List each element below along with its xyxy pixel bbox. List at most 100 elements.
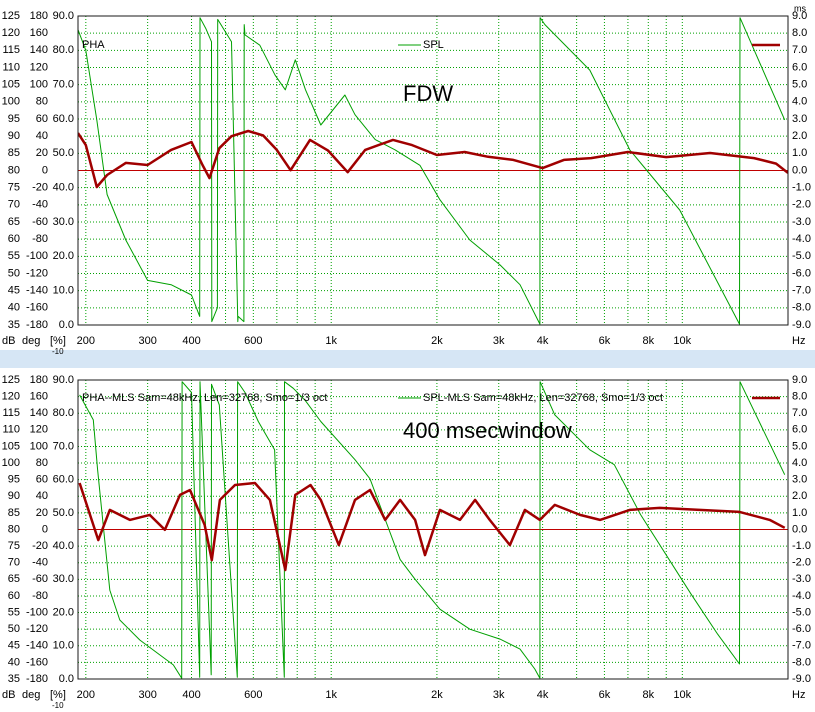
annotation: FDW (403, 81, 453, 106)
ms-tick-label: 3.0 (792, 113, 807, 125)
deg-tick-label: 40 (36, 130, 48, 142)
ms-tick-label: -5.0 (792, 250, 811, 262)
deg-tick-label: 20 (36, 147, 48, 159)
separator (0, 350, 815, 368)
db-tick-label: 110 (2, 61, 20, 73)
plot-frame (77, 15, 789, 326)
deg-tick-label: 60 (36, 113, 48, 125)
ms-tick-label: 8.0 (792, 391, 807, 403)
pct-tick-label: 60.0 (53, 474, 74, 486)
pct-tick-label: 70.0 (53, 79, 74, 91)
x-tick-label: 8k (642, 335, 654, 347)
deg-tick-label: -60 (32, 216, 48, 228)
pct-tick-label: 80.0 (53, 44, 74, 56)
db-tick-label: 120 (2, 391, 20, 403)
ms-tick-label: -3.0 (792, 216, 811, 228)
pct-tick-label: 90.0 (53, 374, 74, 386)
deg-tick-label: -140 (26, 640, 48, 652)
x-tick-label: 1k (325, 335, 337, 347)
ms-tick-label: -4.0 (792, 233, 811, 245)
x-tick-label: 3k (493, 689, 505, 701)
x-tick-label: 2k (431, 335, 443, 347)
x-tick-label: 600 (244, 335, 262, 347)
ms-tick-label: -5.0 (792, 606, 811, 618)
db-tick-label: 125 (2, 10, 20, 22)
pct-tick-label: 50.0 (53, 147, 74, 159)
x-tick-label: 1k (325, 689, 337, 701)
ms-tick-label: 5.0 (792, 79, 807, 91)
deg-tick-label: -160 (26, 656, 48, 668)
deg-tick-label: -80 (32, 233, 48, 245)
db-tick-label: 75 (8, 540, 20, 552)
deg-tick-label: 60 (36, 474, 48, 486)
db-tick-label: 75 (8, 182, 20, 194)
deg-tick-label: -180 (26, 319, 48, 331)
db-tick-label: 50 (8, 623, 20, 635)
ms-tick-label: 0.0 (792, 523, 807, 535)
pct-tick-label: 30.0 (53, 573, 74, 585)
deg-tick-label: 0 (42, 164, 48, 176)
db-tick-label: 70 (8, 199, 20, 211)
db-tick-label: 35 (8, 319, 20, 331)
db-tick-label: 90 (8, 130, 20, 142)
x-tick-label: 200 (77, 335, 95, 347)
x-tick-label: 400 (182, 689, 200, 701)
ms-tick-label: -8.0 (792, 656, 811, 668)
db-tick-label: 35 (8, 673, 20, 685)
ms-tick-label: -2.0 (792, 199, 811, 211)
deg-tick-label: -160 (26, 302, 48, 314)
ms-tick-label: 3.0 (792, 474, 807, 486)
deg-tick-label: 140 (30, 44, 48, 56)
pct-tick-label: 40.0 (53, 540, 74, 552)
ms-tick-label: -1.0 (792, 540, 811, 552)
db-tick-label: 60 (8, 590, 20, 602)
y-axis-label: dB (2, 335, 15, 347)
ms-tick-label: -7.0 (792, 640, 811, 652)
legend-label: PHA--MLS Sam=48kHz, Len=32768, Smo=1/3 o… (82, 392, 328, 404)
pct-axis-sub: -10 (52, 347, 64, 356)
ms-tick-label: 1.0 (792, 147, 807, 159)
deg-tick-label: -80 (32, 590, 48, 602)
x-tick-label: 300 (138, 335, 156, 347)
legend-label: PHA (82, 39, 105, 51)
deg-tick-label: -40 (32, 557, 48, 569)
x-tick-label: 2k (431, 689, 443, 701)
ms-tick-label: -6.0 (792, 623, 811, 635)
x-tick-label: 6k (599, 689, 611, 701)
pct-tick-label: 0.0 (59, 673, 74, 685)
pct-axis-label: [%] (50, 689, 66, 701)
deg-tick-label: -60 (32, 573, 48, 585)
deg-tick-label: 160 (30, 27, 48, 39)
deg-tick-label: -100 (26, 606, 48, 618)
db-tick-label: 95 (8, 113, 20, 125)
x-axis-unit: Hz (792, 335, 805, 347)
db-tick-label: 95 (8, 474, 20, 486)
deg-tick-label: 120 (30, 424, 48, 436)
deg-tick-label: 20 (36, 507, 48, 519)
ms-tick-label: 9.0 (792, 10, 807, 22)
deg-tick-label: 180 (30, 10, 48, 22)
deg-tick-label: 160 (30, 391, 48, 403)
deg-tick-label: -180 (26, 673, 48, 685)
deg-axis-label: deg (22, 335, 40, 347)
pct-tick-label: 50.0 (53, 507, 74, 519)
pct-tick-label: 20.0 (53, 606, 74, 618)
pct-axis-sub: -10 (52, 701, 64, 710)
deg-tick-label: 100 (30, 79, 48, 91)
x-tick-label: 200 (77, 689, 95, 701)
ms-tick-label: 7.0 (792, 44, 807, 56)
ms-tick-label: -3.0 (792, 573, 811, 585)
x-tick-label: 6k (599, 335, 611, 347)
ms-tick-label: 6.0 (792, 61, 807, 73)
pct-tick-label: 90.0 (53, 10, 74, 22)
db-tick-label: 55 (8, 250, 20, 262)
deg-tick-label: 180 (30, 374, 48, 386)
db-tick-label: 110 (2, 424, 20, 436)
pct-tick-label: 10.0 (53, 640, 74, 652)
x-tick-label: 8k (642, 689, 654, 701)
db-tick-label: 45 (8, 285, 20, 297)
x-tick-label: 600 (244, 689, 262, 701)
pct-tick-label: 80.0 (53, 407, 74, 419)
db-tick-label: 80 (8, 523, 20, 535)
